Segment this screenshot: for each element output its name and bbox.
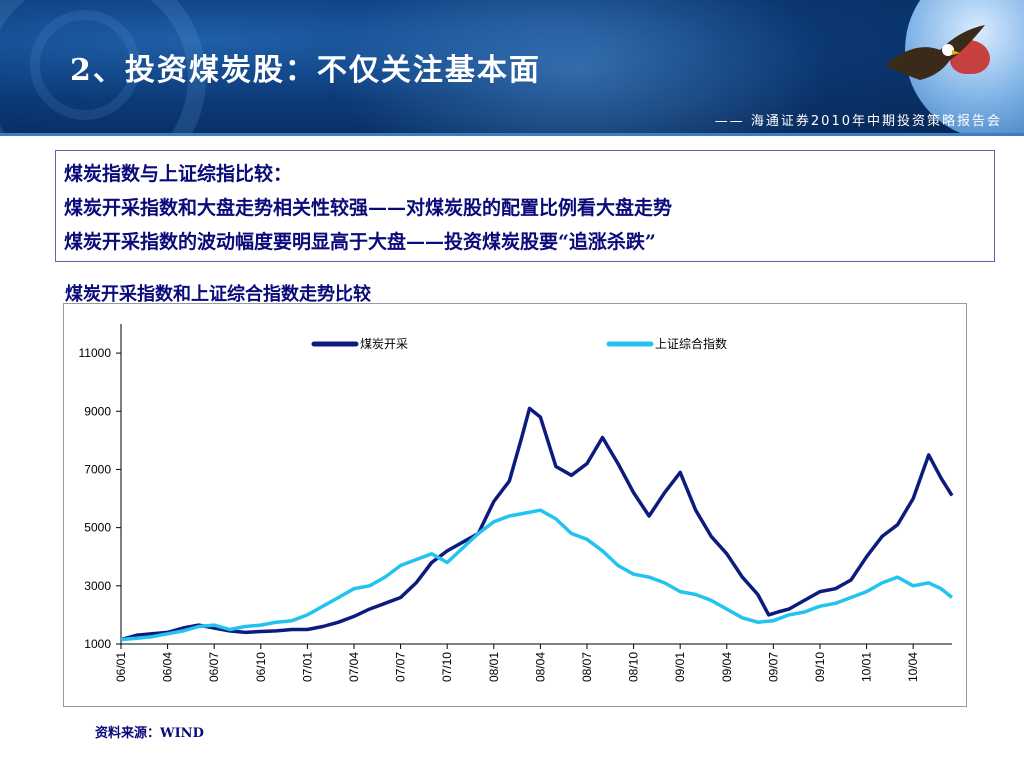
x-tick-label: 09/10	[813, 652, 827, 682]
header-divider	[0, 133, 1024, 136]
x-tick-label: 08/01	[487, 652, 501, 682]
y-tick-label: 3000	[84, 579, 111, 593]
x-tick-label: 08/10	[627, 652, 641, 682]
x-tick-label: 10/04	[906, 652, 920, 682]
x-tick-label: 06/07	[207, 652, 221, 682]
x-tick-label: 10/01	[860, 652, 874, 682]
x-tick-label: 06/01	[114, 652, 128, 682]
source-note: 资料来源：WIND	[95, 726, 204, 741]
x-tick-label: 07/10	[440, 652, 454, 682]
summary-point-2: 煤炭开采指数的波动幅度要明显高于大盘——投资煤炭股要“追涨杀跌”	[64, 231, 656, 253]
x-tick-label: 07/04	[347, 652, 361, 682]
y-tick-label: 11000	[79, 346, 112, 360]
x-tick-label: 08/04	[533, 652, 547, 682]
x-tick-label: 06/10	[254, 652, 268, 682]
x-tick-label: 09/07	[766, 652, 780, 682]
x-tick-label: 07/07	[394, 652, 408, 682]
summary-box: 煤炭指数与上证综指比较： 煤炭开采指数和大盘走势相关性较强——对煤炭股的配置比例…	[55, 150, 995, 262]
banner-swirl-decoration	[30, 10, 140, 120]
x-tick-label: 07/01	[300, 652, 314, 682]
series-line-1	[120, 508, 954, 642]
eagle-icon	[885, 25, 985, 80]
y-tick-label: 1000	[84, 637, 111, 651]
y-tick-label: 9000	[84, 404, 111, 418]
line-chart: 1000 3000 5000 7000 9000 11000 06/01 06/04 06/07…	[79, 324, 954, 682]
chart-container: 1000 3000 5000 7000 9000 11000 06/01 06/04 06/07…	[63, 303, 967, 707]
x-tick-label: 09/04	[720, 652, 734, 682]
banner-glow	[330, 0, 830, 135]
series-line-0	[120, 406, 954, 642]
chart-title: 煤炭开采指数和上证综合指数走势比较	[65, 284, 371, 305]
page-title: 2、投资煤炭股：不仅关注基本面	[70, 53, 541, 88]
report-subtitle: —— 海通证券2010年中期投资策略报告会	[714, 114, 1002, 129]
header-banner: 2、投资煤炭股：不仅关注基本面 —— 海通证券2010年中期投资策略报告会	[0, 0, 1024, 135]
x-tick-label: 09/01	[673, 652, 687, 682]
y-tick-label: 7000	[84, 462, 111, 476]
summary-point-1: 煤炭开采指数和大盘走势相关性较强——对煤炭股的配置比例看大盘走势	[64, 197, 673, 219]
x-tick-label: 06/04	[161, 652, 175, 682]
x-tick-label: 08/07	[580, 652, 594, 682]
summary-heading: 煤炭指数与上证综指比较：	[64, 163, 293, 185]
legend-label: 上证综合指数	[655, 336, 727, 351]
y-tick-label: 5000	[84, 521, 111, 535]
legend-label: 煤炭开采	[360, 337, 408, 351]
